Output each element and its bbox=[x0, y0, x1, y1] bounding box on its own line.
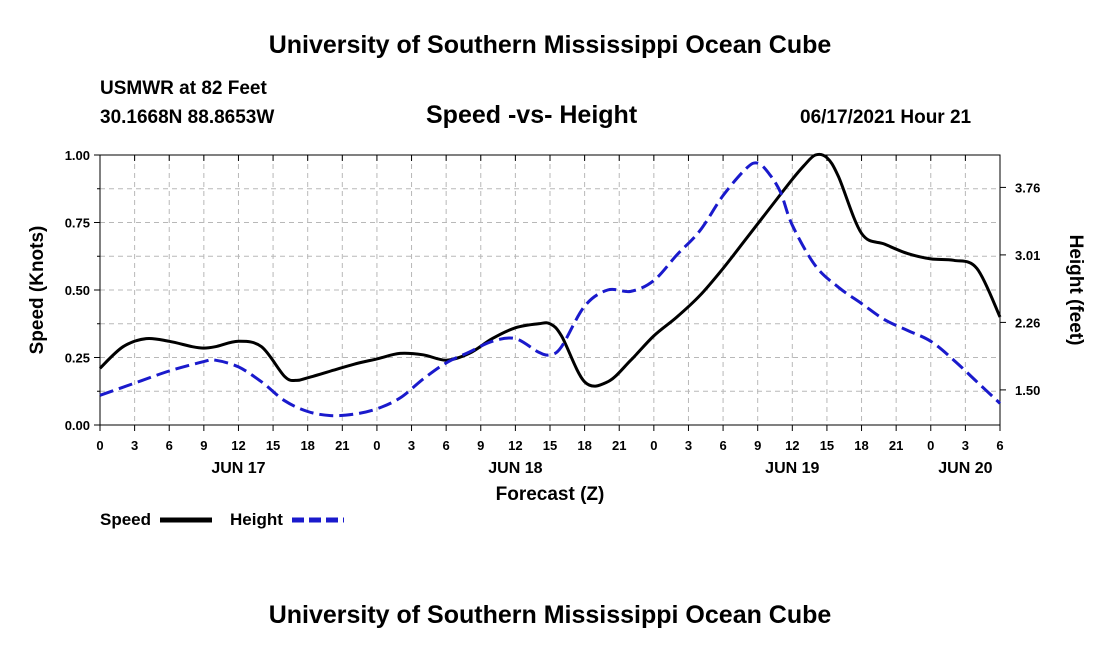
legend-height-swatch bbox=[292, 517, 344, 523]
x-tick-label: 0 bbox=[373, 438, 380, 453]
legend-height-label: Height bbox=[230, 510, 283, 529]
station-coords: 30.1668N 88.8653W bbox=[100, 107, 275, 128]
x-tick-label: 3 bbox=[685, 438, 692, 453]
x-tick-label: 21 bbox=[335, 438, 349, 453]
x-tick-label: 3 bbox=[962, 438, 969, 453]
x-tick-label: 0 bbox=[927, 438, 934, 453]
footer-title: University of Southern Mississippi Ocean… bbox=[268, 601, 832, 629]
x-tick-label: 3 bbox=[131, 438, 138, 453]
x-tick-label: 6 bbox=[443, 438, 450, 453]
x-tick-label: 6 bbox=[719, 438, 726, 453]
x-tick-label: 12 bbox=[785, 438, 799, 453]
series-speed-line bbox=[98, 152, 1002, 388]
y2-axis-title: Height (feet) bbox=[1065, 235, 1086, 346]
grid-lines bbox=[100, 155, 1000, 425]
y-tick-label: 1.00 bbox=[65, 148, 90, 163]
x-tick-label: 18 bbox=[300, 438, 314, 453]
y-tick-label: 0.25 bbox=[65, 351, 90, 366]
x-tick-label: 18 bbox=[854, 438, 868, 453]
legend-speed-swatch bbox=[160, 517, 212, 523]
x-tick-label: 15 bbox=[820, 438, 834, 453]
x-tick-label: 9 bbox=[477, 438, 484, 453]
y2-tick-label: 2.26 bbox=[1015, 315, 1040, 330]
x-tick-label: 12 bbox=[231, 438, 245, 453]
x-tick-label: 6 bbox=[996, 438, 1003, 453]
x-tick-label: 12 bbox=[508, 438, 522, 453]
x-date-label: JUN 18 bbox=[488, 460, 542, 477]
y2-tick-label: 1.50 bbox=[1015, 383, 1040, 398]
x-tick-label: 21 bbox=[889, 438, 903, 453]
y-tick-label: 0.75 bbox=[65, 216, 90, 231]
x-tick-label: 6 bbox=[166, 438, 173, 453]
y2-tick-label: 3.01 bbox=[1015, 248, 1040, 263]
y-axis-title: Speed (Knots) bbox=[27, 226, 48, 355]
x-tick-label: 15 bbox=[543, 438, 557, 453]
x-tick-label: 3 bbox=[408, 438, 415, 453]
x-date-label: JUN 19 bbox=[765, 460, 819, 477]
station-name: USMWR at 82 Feet bbox=[100, 78, 267, 99]
legend-speed-label: Speed bbox=[100, 510, 152, 529]
chart-title: Speed -vs- Height bbox=[426, 101, 638, 129]
x-tick-label: 9 bbox=[200, 438, 207, 453]
x-tick-label: 15 bbox=[266, 438, 280, 453]
x-tick-label: 21 bbox=[612, 438, 626, 453]
series-height-line bbox=[99, 161, 1002, 418]
page-title: University of Southern Mississippi Ocean… bbox=[268, 31, 832, 59]
forecast-datetime: 06/17/2021 Hour 21 bbox=[800, 107, 972, 128]
x-tick-label: 18 bbox=[577, 438, 591, 453]
y2-tick-label: 3.76 bbox=[1015, 180, 1040, 195]
x-date-label: JUN 17 bbox=[211, 460, 265, 477]
x-tick-label: 0 bbox=[650, 438, 657, 453]
y-tick-label: 0.00 bbox=[65, 418, 90, 433]
x-tick-label: 0 bbox=[96, 438, 103, 453]
x-date-label: JUN 20 bbox=[938, 460, 992, 477]
x-axis-title: Forecast (Z) bbox=[496, 484, 605, 505]
x-tick-label: 9 bbox=[754, 438, 761, 453]
y-tick-label: 0.50 bbox=[65, 283, 90, 298]
